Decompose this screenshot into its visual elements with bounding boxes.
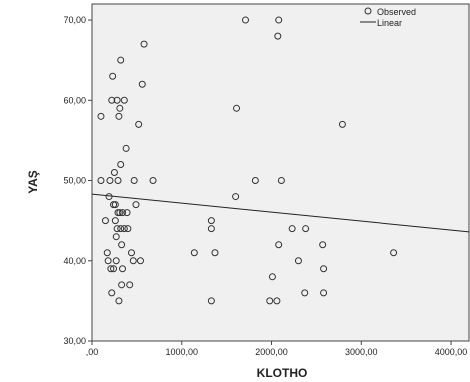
x-tick-label: 1000,00 (165, 347, 198, 357)
observed-point (111, 217, 119, 225)
observed-point (241, 16, 249, 24)
observed-point (140, 40, 148, 48)
observed-point (115, 112, 123, 120)
linear-fit-line (91, 193, 470, 233)
observed-point (338, 120, 346, 128)
observed-point (113, 96, 121, 104)
x-axis-title: KLOTHO (257, 366, 308, 380)
observed-point (138, 80, 146, 88)
observed-point (320, 289, 328, 297)
observed-point (117, 225, 125, 233)
y-tick-label: 70,00 (63, 15, 86, 25)
observed-point (207, 217, 215, 225)
legend-linear-label: Linear (377, 18, 402, 28)
observed-point (124, 225, 132, 233)
observed-point (120, 225, 128, 233)
observed-point (116, 209, 124, 217)
observed-point (108, 96, 116, 104)
observed-point (136, 257, 144, 265)
observed-point (127, 249, 135, 257)
observed-point (302, 225, 310, 233)
observed-point (207, 225, 215, 233)
observed-point (112, 233, 120, 241)
observed-point (115, 297, 123, 305)
observed-point (107, 265, 115, 273)
legend-observed-marker (364, 7, 372, 15)
observed-point (116, 104, 124, 112)
y-tick-label: 60,00 (63, 95, 86, 105)
observed-point (126, 281, 134, 289)
observed-point (119, 265, 127, 273)
observed-point (211, 249, 219, 257)
observed-point (118, 241, 126, 249)
y-tick-label: 50,00 (63, 176, 86, 186)
observed-point (122, 144, 130, 152)
y-axis-title: YAŞ (26, 170, 40, 194)
observed-point (275, 16, 283, 24)
observed-point (232, 193, 240, 201)
observed-point (97, 177, 105, 185)
fit-line-layer (91, 193, 470, 233)
observed-point (119, 209, 127, 217)
observed-point (111, 201, 119, 209)
observed-point (275, 241, 283, 249)
observed-point (113, 225, 121, 233)
observed-point (268, 273, 276, 281)
observed-point (118, 281, 126, 289)
observed-point (233, 104, 241, 112)
observed-point (390, 249, 398, 257)
legend-observed-label: Observed (377, 7, 416, 17)
observed-point (132, 201, 140, 209)
observed-point (130, 177, 138, 185)
observed-point (97, 112, 105, 120)
observed-point (190, 249, 198, 257)
observed-point (207, 297, 215, 305)
y-tick-label: 30,00 (63, 336, 86, 346)
observed-point (106, 177, 114, 185)
observed-point (129, 257, 137, 265)
legend: Observed Linear (360, 7, 416, 28)
y-axis: 30,00 40,00 50,00 60,00 70,00 (63, 15, 92, 346)
observed-point (120, 96, 128, 104)
observed-point (251, 177, 259, 185)
observed-point (105, 193, 113, 201)
observed-point (273, 297, 281, 305)
x-tick-label: 4000,00 (435, 347, 468, 357)
plot-background (91, 3, 470, 342)
y-tick-label: 40,00 (63, 256, 86, 266)
observed-point (101, 217, 109, 225)
observed-point (117, 160, 125, 168)
x-tick-label: 2000,00 (255, 347, 288, 357)
observed-point (108, 289, 116, 297)
observed-point (319, 241, 327, 249)
observed-point (104, 257, 112, 265)
observed-point (109, 72, 117, 80)
observed-point (110, 265, 118, 273)
x-tick-label: ,00 (86, 347, 99, 357)
observed-point (123, 209, 131, 217)
observed-point (266, 297, 274, 305)
observed-point (320, 265, 328, 273)
observed-point (294, 257, 302, 265)
observed-point (103, 249, 111, 257)
observed-point (274, 32, 282, 40)
observed-point (112, 257, 120, 265)
observed-point (277, 177, 285, 185)
observed-point (288, 225, 296, 233)
observed-point (135, 120, 143, 128)
observed-point (114, 177, 122, 185)
observed-point (110, 169, 118, 176)
x-axis: ,00 1000,00 2000,00 3000,00 4000,00 (86, 341, 468, 357)
data-points (97, 16, 398, 305)
observed-point (149, 177, 157, 185)
observed-point (117, 56, 125, 64)
observed-point (301, 289, 309, 297)
x-tick-label: 3000,00 (345, 347, 378, 357)
